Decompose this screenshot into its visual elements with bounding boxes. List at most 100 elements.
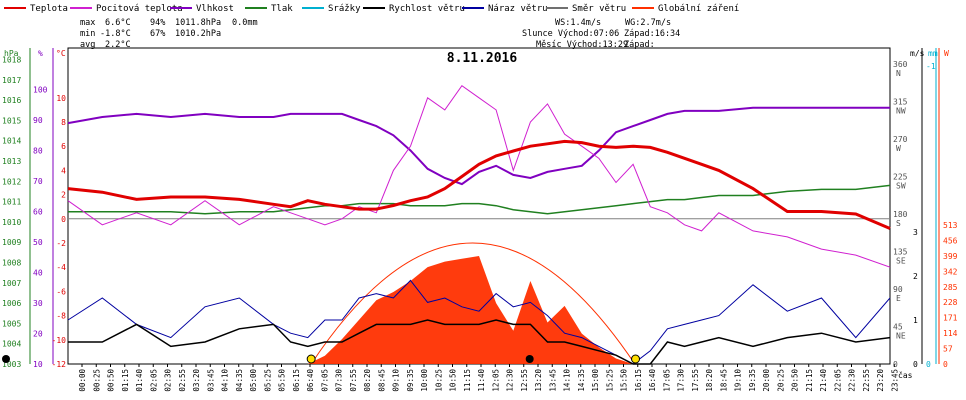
w-tick: 114 [943, 329, 958, 338]
chart-title: 8.11.2016 [447, 51, 518, 66]
pct-tick: 20 [33, 330, 43, 339]
x-tick-label: 20:25 [776, 369, 785, 392]
dir-tick: 270 [893, 135, 908, 144]
temp-tick: 0 [61, 215, 66, 224]
temp-tick: 10 [56, 94, 66, 103]
dir-tick: 135 [893, 248, 908, 257]
hpa-tick: 1017 [2, 76, 21, 85]
stat-min-temp: -1.8°C [100, 29, 131, 39]
ms-tick: 2 [913, 272, 918, 281]
stat-ws: WS:1.4m/s [555, 18, 601, 28]
x-tick-label: 10:25 [434, 369, 443, 392]
series-pressure-line [68, 184, 891, 215]
series-feels-like-line [67, 85, 891, 268]
dir-tick-label: N [896, 69, 901, 78]
temp-tick: 8 [61, 118, 66, 127]
stat-avg-label: avg [80, 40, 95, 50]
x-tick-label: 15:00 [591, 369, 600, 392]
x-tick-label: 03:45 [206, 369, 215, 392]
x-tick-label: 17:05 [662, 369, 671, 392]
x-tick-label: 04:35 [235, 369, 244, 392]
legend-label-2: Vlhkost [196, 4, 234, 14]
dir-tick-label: SW [896, 182, 906, 191]
x-tick-label: 22:30 [848, 369, 857, 392]
x-tick-label: 08:20 [363, 369, 372, 392]
x-tick-label: 05:00 [249, 369, 258, 392]
w-tick: 342 [943, 267, 958, 276]
w-tick: 228 [943, 298, 958, 307]
hpa-tick: 1013 [2, 157, 21, 166]
hpa-tick: 1011 [2, 198, 21, 207]
x-tick-label: 20:50 [791, 369, 800, 392]
x-tick-label: 19:10 [734, 369, 743, 392]
x-tick-label: 07:55 [349, 369, 358, 392]
dir-tick-label: SE [896, 257, 906, 266]
series-gust-line [67, 279, 891, 365]
x-tick-label: 03:20 [192, 369, 201, 392]
x-axis-title: čas [898, 370, 913, 380]
stat-min-hum: 67% [150, 29, 165, 39]
hpa-tick: 1008 [2, 259, 21, 268]
dir-tick: 90 [893, 285, 903, 294]
mm-tick: 0 [926, 360, 931, 369]
w-tick: 285 [943, 283, 958, 292]
dir-tick-label: E [896, 294, 901, 303]
w-tick: 57 [943, 345, 953, 354]
x-tick-label: 23:20 [876, 369, 885, 392]
x-tick-label: 05:25 [263, 369, 272, 392]
x-tick-label: 17:55 [691, 369, 700, 392]
hpa-tick: 1012 [2, 177, 21, 186]
legend-label-5: Rychlost větru [389, 4, 465, 14]
hpa-tick: 1016 [2, 96, 21, 105]
hpa-tick: 1005 [2, 319, 21, 328]
dir-tick-label: NE [896, 332, 906, 341]
temp-tick: -4 [56, 263, 66, 272]
w-tick: 513 [943, 221, 958, 230]
legend-label-7: Směr větru [572, 4, 626, 14]
x-tick-label: 20:00 [762, 369, 771, 392]
x-tick-label: 14:10 [563, 369, 572, 392]
w-tick: 0 [943, 360, 948, 369]
x-tick-label: 00:50 [107, 369, 116, 392]
stat-moon-set: Západ: [624, 40, 655, 50]
dir-tick-label: NW [896, 107, 906, 116]
hpa-tick: 1007 [2, 279, 21, 288]
x-tick-label: 01:40 [135, 369, 144, 392]
temp-tick: 6 [61, 142, 66, 151]
axis-title-mm: mm [928, 49, 938, 58]
x-tick-label: 19:35 [748, 369, 757, 392]
x-tick-label: 13:45 [548, 369, 557, 392]
temp-tick: -12 [52, 360, 67, 369]
dir-tick: 0 [893, 360, 898, 369]
ms-tick: 0 [913, 360, 918, 369]
dir-tick: 315 [893, 98, 908, 107]
hpa-tick: 1004 [2, 340, 21, 349]
pct-tick: 60 [33, 208, 43, 217]
x-tick-label: 15:50 [620, 369, 629, 392]
stat-moon: Měsíc Východ:13:29 [536, 40, 628, 50]
stat-max-press: 1011.8hPa [175, 18, 221, 28]
stat-wg: WG:2.7m/s [625, 18, 671, 28]
pct-tick: 50 [33, 238, 43, 247]
x-tick-label: 13:20 [534, 369, 543, 392]
x-tick-label: 06:15 [292, 369, 301, 392]
temp-tick: -10 [52, 336, 67, 345]
x-tick-label: 00:00 [78, 369, 87, 392]
x-tick-label: 14:35 [577, 369, 586, 392]
x-tick-label: 06:40 [306, 369, 315, 392]
x-tick-label: 21:40 [819, 369, 828, 392]
stat-max-temp: 6.6°C [105, 18, 131, 28]
legend-label-3: Tlak [271, 4, 293, 14]
x-axis: 00:00 00:25 00:50 01:15 01:40 02:05 02:30 02:55… [78, 364, 913, 392]
series-radiation-area [307, 256, 634, 364]
x-tick-label: 02:55 [178, 369, 187, 392]
legend-label-0: Teplota [30, 4, 68, 14]
dir-tick: 360 [893, 60, 908, 69]
legend-label-8: Globální záření [658, 4, 739, 14]
x-tick-label: 16:40 [648, 369, 657, 392]
pct-tick: 80 [33, 147, 43, 156]
x-tick-label: 22:55 [862, 369, 871, 392]
series-temperature-line [67, 139, 891, 230]
pct-tick: 40 [33, 269, 43, 278]
